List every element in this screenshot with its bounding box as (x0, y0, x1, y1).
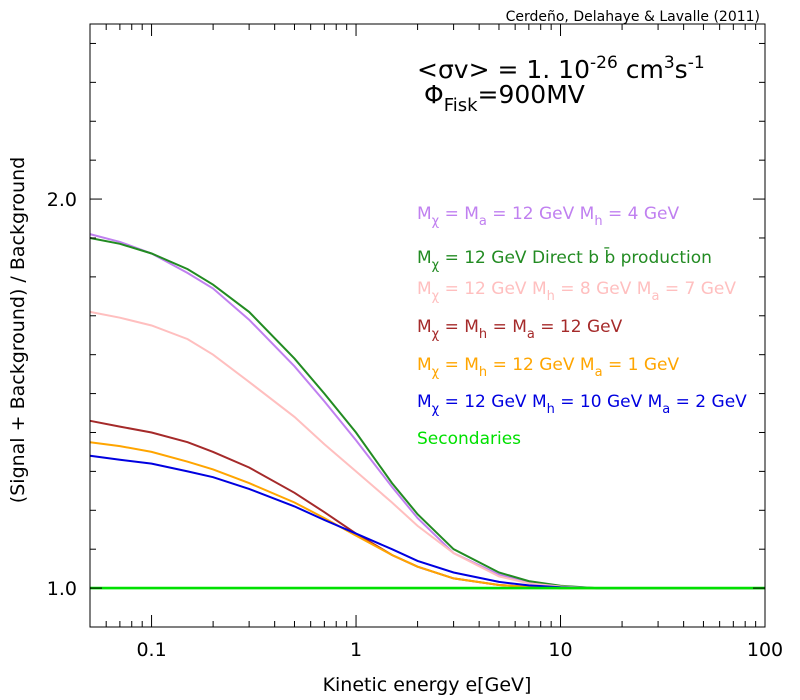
y-axis-label: (Signal + Background) / Background (7, 157, 29, 503)
chart-credit: Cerdeño, Delahaye & Lavalle (2011) (506, 9, 760, 25)
axis-tick-labels: 0.1 1 10 100 1.0 2.0 (47, 189, 783, 661)
legend: Mχ = Ma = 12 GeV Mh = 4 GeV Mχ = 12 GeV D… (417, 204, 747, 449)
series-line-6 (89, 454, 765, 590)
x-tick-label-2: 10 (548, 639, 572, 661)
series-line-5 (89, 441, 765, 590)
legend-label-3: Mχ = 12 GeV Mh = 8 GeV Ma = 7 GeV (417, 279, 736, 304)
legend-label-7: Secondaries (417, 429, 521, 449)
y-tick-label-1: 2.0 (47, 189, 77, 211)
series-line-3 (89, 310, 765, 590)
legend-label-2: Mχ = 12 GeV Direct b b̄ production (417, 246, 712, 273)
legend-label-1: Mχ = Ma = 12 GeV Mh = 4 GeV (417, 204, 679, 229)
annotation-fisk-potential: ΦFisk=900MV (424, 80, 585, 116)
axis-ticks (89, 24, 765, 627)
legend-label-6: Mχ = 12 GeV Mh = 10 GeV Ma = 2 GeV (417, 392, 747, 417)
y-tick-label-0: 1.0 (47, 578, 77, 600)
x-tick-label-1: 1 (350, 639, 362, 661)
annotation-cross-section: <σv> = 1. 10-26 cm3s-1 (417, 53, 705, 84)
series-lines (89, 233, 765, 590)
x-tick-label-0: 0.1 (136, 639, 166, 661)
plot-frame (89, 23, 766, 628)
x-axis-label: Kinetic energy e[GeV] (323, 674, 532, 696)
legend-label-4: Mχ = Mh = Ma = 12 GeV (417, 317, 623, 342)
legend-label-5: Mχ = Mh = 12 GeV Ma = 1 GeV (417, 355, 679, 380)
x-tick-label-3: 100 (747, 639, 783, 661)
